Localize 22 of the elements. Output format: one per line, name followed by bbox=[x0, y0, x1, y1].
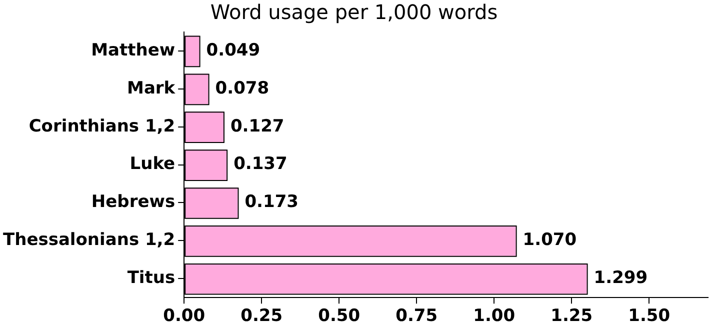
data-label: 0.127 bbox=[230, 116, 284, 136]
y-tick-label: Luke bbox=[130, 154, 176, 174]
x-tick-label: 1.50 bbox=[628, 306, 670, 326]
data-label: 0.049 bbox=[206, 40, 260, 60]
x-tick-label: 1.25 bbox=[550, 306, 593, 326]
x-tick-label: 0.00 bbox=[163, 306, 206, 326]
y-tick-label: Titus bbox=[127, 268, 176, 288]
chart-title: Word usage per 1,000 words bbox=[210, 0, 498, 24]
y-tick-label: Corinthians 1,2 bbox=[28, 116, 176, 136]
y-tick-label: Matthew bbox=[91, 40, 176, 60]
data-label: 0.137 bbox=[234, 154, 288, 174]
x-tick-label: 0.75 bbox=[396, 306, 438, 326]
data-label: 0.078 bbox=[215, 78, 270, 98]
x-tick-label: 0.25 bbox=[240, 306, 283, 326]
x-tick-label: 1.00 bbox=[473, 306, 516, 326]
data-label: 1.299 bbox=[594, 268, 648, 288]
data-label: 1.070 bbox=[522, 230, 577, 250]
y-tick-label: Hebrews bbox=[91, 192, 176, 212]
y-tick-label: Thessalonians 1,2 bbox=[2, 230, 176, 250]
y-tick-label: Mark bbox=[127, 78, 176, 98]
x-tick-label: 0.50 bbox=[318, 306, 360, 326]
data-label: 0.173 bbox=[244, 192, 299, 212]
